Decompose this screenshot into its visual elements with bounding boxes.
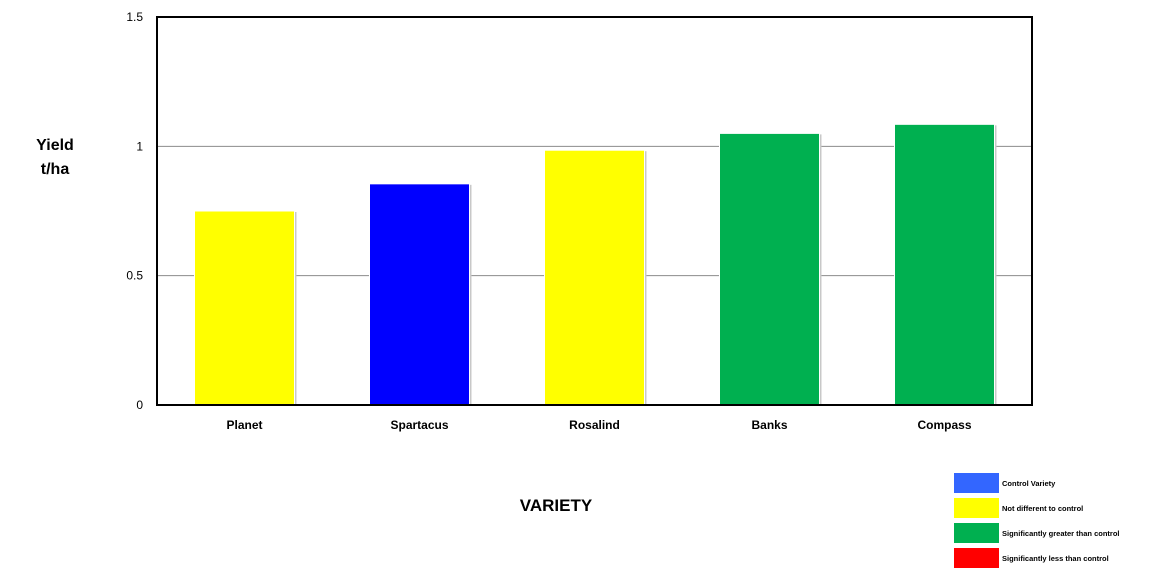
y-axis-label-line2: t/ha [40,161,70,178]
legend-item-control: Control Variety [954,473,1154,498]
bars [194,123,997,406]
legend-label: Significantly less than control [1002,554,1109,563]
y-tick-label: 0 [136,398,143,412]
legend-label: Control Variety [1002,479,1056,488]
y-tick-label: 1.5 [126,10,143,24]
x-axis-label: VARIETY [519,496,593,515]
legend-swatch [954,523,999,543]
x-tick-label: Compass [917,418,971,432]
legend-label: Significantly greater than control [1002,529,1120,538]
legend-item-greater: Significantly greater than control [954,523,1154,548]
x-tick-label: Spartacus [390,418,448,432]
legend-label: Not different to control [1002,504,1084,513]
legend: Control Variety Not different to control… [954,473,1154,573]
legend-swatch [954,548,999,568]
legend-item-not-different: Not different to control [954,498,1154,523]
y-tick-label: 0.5 [126,269,143,283]
y-tick-labels: 0 0.5 1 1.5 [126,10,143,412]
plot-frame [156,16,1033,406]
x-tick-label: Banks [751,418,787,432]
bar-compass [894,123,995,406]
bar-planet [194,210,295,406]
x-tick-labels: Planet Spartacus Rosalind Banks Compass [226,418,971,432]
legend-swatch [954,473,999,493]
bar-rosalind [544,149,645,406]
bar-banks [719,132,820,406]
legend-item-less: Significantly less than control [954,548,1154,573]
x-tick-label: Rosalind [569,418,620,432]
legend-swatch [954,498,999,518]
x-tick-label: Planet [226,418,262,432]
y-axis-label: Yield t/ha [20,134,90,182]
bar-spartacus [369,183,470,406]
y-tick-label: 1 [136,139,143,153]
y-axis-label-line1: Yield [36,137,74,154]
